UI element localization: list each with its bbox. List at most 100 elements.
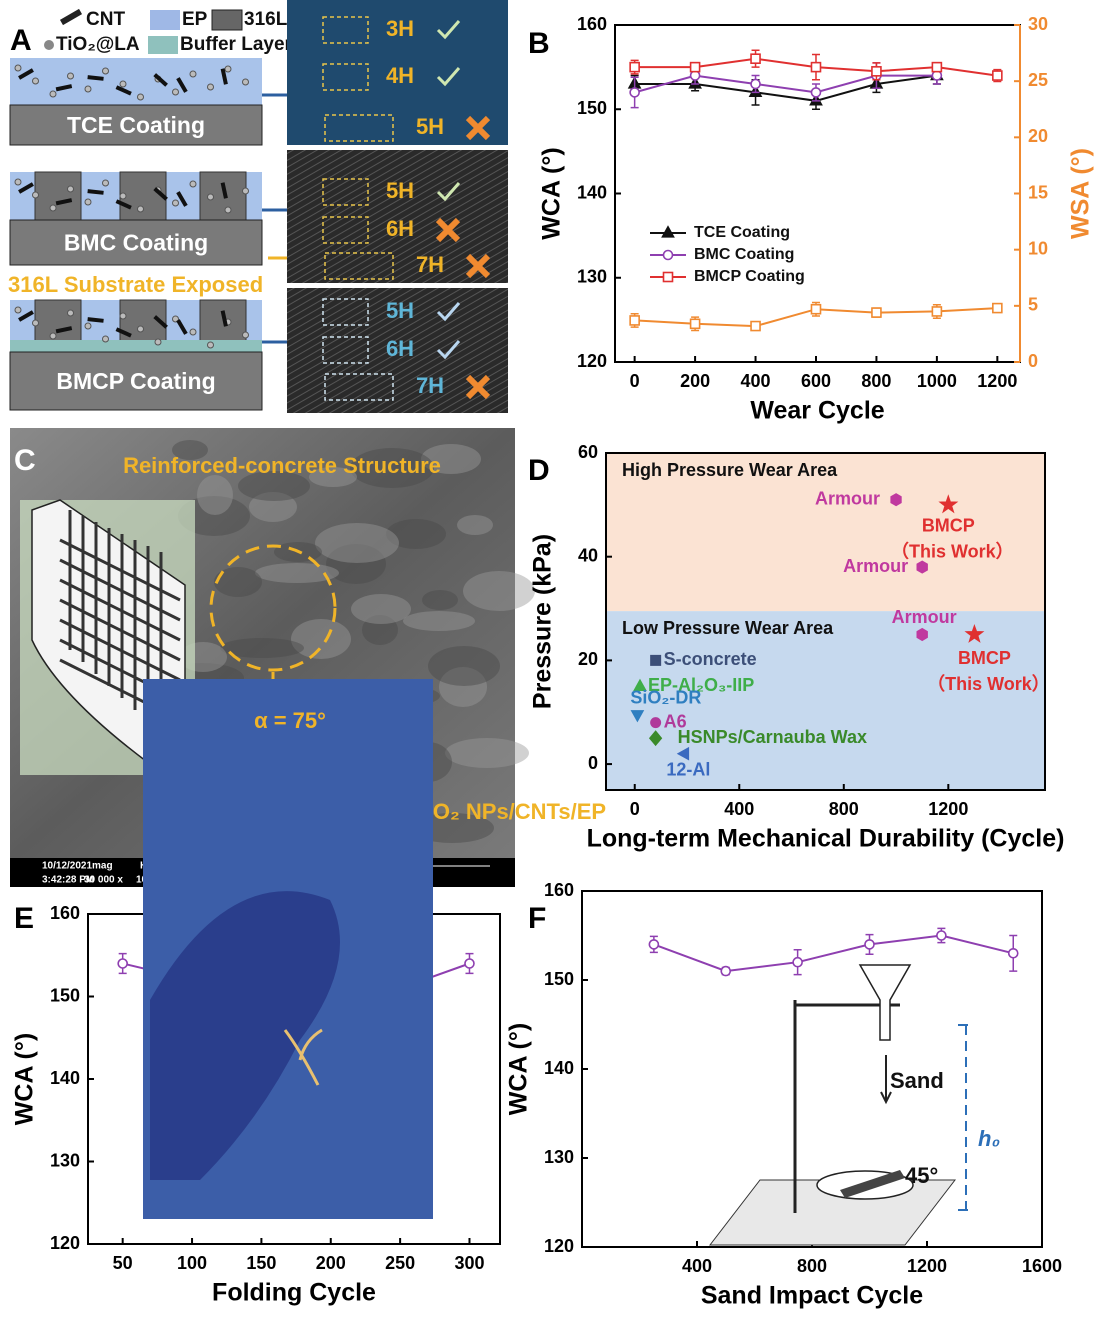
x-tick-label: 200 bbox=[680, 371, 710, 391]
particle bbox=[103, 180, 109, 186]
particle bbox=[225, 66, 231, 72]
point-label: Armour bbox=[815, 488, 880, 508]
y2-tick-label: 5 bbox=[1028, 295, 1038, 315]
test-label: 4H bbox=[386, 63, 414, 88]
y-tick-label: 140 bbox=[50, 1068, 80, 1088]
legend-label: TiO₂@LA bbox=[56, 34, 140, 55]
test-label: 7H bbox=[416, 373, 444, 398]
annotation: α = 75° bbox=[254, 708, 326, 733]
particle bbox=[120, 193, 126, 199]
x-tick-label: 400 bbox=[724, 799, 754, 819]
marker bbox=[993, 71, 1002, 80]
x-tick-label: 1200 bbox=[977, 371, 1017, 391]
point-label: Armour bbox=[843, 556, 908, 576]
particle bbox=[15, 179, 21, 185]
y-tick-label: 120 bbox=[544, 1236, 574, 1256]
cnt-icon bbox=[60, 9, 82, 25]
x-tick-label: 0 bbox=[630, 799, 640, 819]
particle bbox=[208, 194, 214, 200]
texture bbox=[315, 523, 399, 563]
y-axis-title: WCA (°) bbox=[11, 1033, 39, 1125]
y-tick-label: 160 bbox=[50, 903, 80, 923]
panel-letter: A bbox=[10, 24, 32, 57]
steel-icon bbox=[212, 10, 242, 30]
y2-axis-title: WSA (°) bbox=[1067, 148, 1094, 239]
pillar bbox=[120, 172, 166, 220]
particle bbox=[190, 181, 196, 187]
y-tick-label: 120 bbox=[577, 351, 607, 371]
x-tick-label: 100 bbox=[177, 1253, 207, 1273]
particle bbox=[138, 206, 144, 212]
legend-label: Buffer Layer bbox=[180, 34, 293, 55]
panel-letter: E bbox=[14, 902, 34, 935]
test-label: 3H bbox=[386, 16, 414, 41]
particle bbox=[138, 326, 144, 332]
marker bbox=[663, 227, 674, 237]
particle bbox=[120, 313, 126, 319]
marker bbox=[630, 316, 639, 325]
annotation: Sand bbox=[890, 1068, 944, 1093]
texture bbox=[445, 738, 529, 768]
particle bbox=[85, 323, 91, 329]
y-axis-title: WCA (°) bbox=[505, 1023, 533, 1115]
legend-label: TCE Coating bbox=[694, 224, 790, 241]
marker bbox=[118, 959, 127, 968]
x-tick-label: 800 bbox=[797, 1256, 827, 1276]
marker bbox=[751, 322, 760, 331]
particle bbox=[173, 200, 179, 206]
y-tick-label: 160 bbox=[544, 880, 574, 900]
y-tick-label: 60 bbox=[578, 442, 598, 462]
marker bbox=[721, 967, 730, 976]
particle bbox=[120, 81, 126, 87]
legend-label: BMC Coating bbox=[694, 246, 794, 263]
marker bbox=[793, 958, 802, 967]
x-tick-label: 800 bbox=[861, 371, 891, 391]
marker bbox=[811, 88, 820, 97]
particle bbox=[243, 332, 249, 338]
marker bbox=[865, 940, 874, 949]
x-tick-label: 150 bbox=[246, 1253, 276, 1273]
y-tick-label: 160 bbox=[577, 14, 607, 34]
marker bbox=[1009, 949, 1018, 958]
info-text: 10/12/2021 bbox=[42, 861, 92, 872]
height-bar bbox=[958, 1025, 974, 1210]
particle bbox=[155, 339, 161, 345]
exposed-label: 316L Substrate Exposed bbox=[8, 272, 263, 297]
y2-tick-label: 10 bbox=[1028, 238, 1048, 258]
particle bbox=[68, 73, 74, 79]
test-label: 5H bbox=[416, 114, 444, 139]
marker bbox=[630, 88, 639, 97]
particle bbox=[190, 71, 196, 77]
particle bbox=[173, 89, 179, 95]
y2-tick-label: 25 bbox=[1028, 70, 1048, 90]
series-line bbox=[654, 936, 1013, 972]
test-label: 6H bbox=[386, 216, 414, 241]
marker bbox=[937, 931, 946, 940]
y-tick-label: 130 bbox=[544, 1147, 574, 1167]
x-tick-label: 200 bbox=[316, 1253, 346, 1273]
coating-label: TCE Coating bbox=[67, 112, 205, 138]
marker bbox=[917, 561, 927, 573]
region-label: Low Pressure Wear Area bbox=[622, 618, 834, 638]
x-tick-label: 600 bbox=[801, 371, 831, 391]
y-tick-label: 0 bbox=[588, 753, 598, 773]
marker bbox=[751, 54, 760, 63]
x-axis-title: Folding Cycle bbox=[212, 1279, 376, 1307]
marker bbox=[691, 319, 700, 328]
y-tick-label: 20 bbox=[578, 649, 598, 669]
particle bbox=[33, 78, 39, 84]
pillar bbox=[35, 172, 81, 220]
point-label: 12-Al bbox=[666, 759, 710, 779]
particle bbox=[33, 320, 39, 326]
coating-label: BMCP Coating bbox=[56, 368, 215, 394]
point-label: BMCP bbox=[922, 516, 975, 536]
particle bbox=[15, 307, 21, 313]
marker bbox=[651, 655, 661, 665]
texture bbox=[403, 611, 475, 631]
test-label: 5H bbox=[386, 178, 414, 203]
particle bbox=[103, 68, 109, 74]
particle bbox=[85, 199, 91, 205]
point-label: SiO₂-DR bbox=[630, 688, 701, 708]
particle bbox=[138, 94, 144, 100]
panel-letter: D bbox=[528, 454, 550, 487]
